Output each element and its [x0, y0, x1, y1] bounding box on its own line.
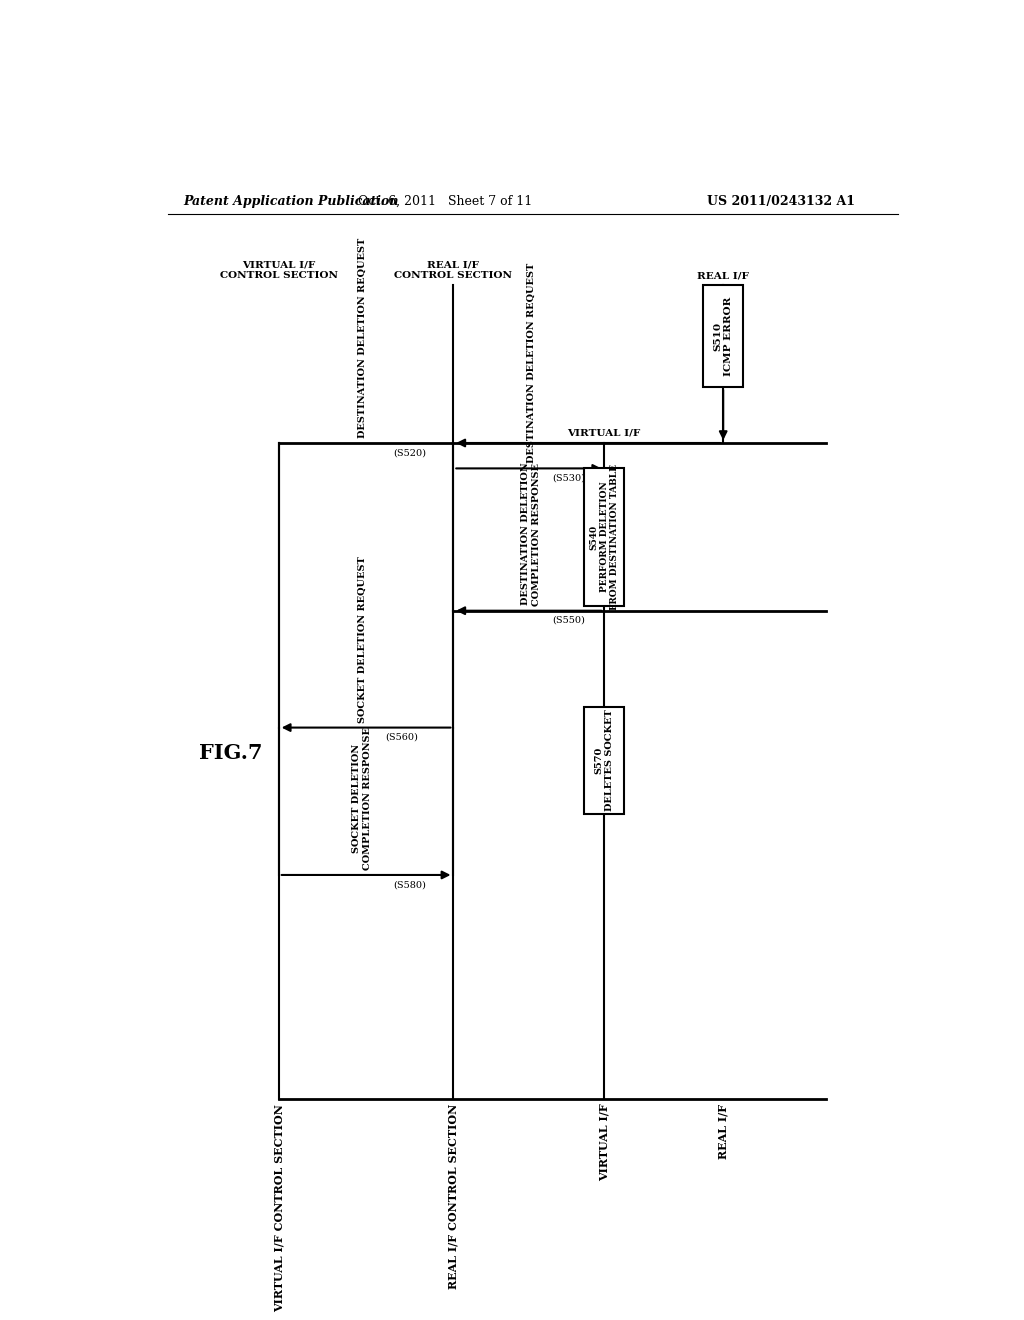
- Text: US 2011/0243132 A1: US 2011/0243132 A1: [708, 194, 855, 207]
- Text: REAL I/F
CONTROL SECTION: REAL I/F CONTROL SECTION: [394, 261, 512, 280]
- Text: REAL I/F: REAL I/F: [697, 272, 750, 280]
- Text: FIG.7: FIG.7: [200, 743, 263, 763]
- Text: VIRTUAL I/F CONTROL SECTION: VIRTUAL I/F CONTROL SECTION: [273, 1104, 285, 1312]
- Text: DESTINATION DELETION REQUEST: DESTINATION DELETION REQUEST: [526, 263, 536, 463]
- Bar: [585, 708, 624, 814]
- Text: REAL I/F CONTROL SECTION: REAL I/F CONTROL SECTION: [447, 1104, 459, 1288]
- Text: S540
PERFORM DELETION
FROM DESTINATION TABLE: S540 PERFORM DELETION FROM DESTINATION T…: [589, 465, 620, 610]
- Text: SOCKET DELETION
COMPLETION RESPONSE: SOCKET DELETION COMPLETION RESPONSE: [352, 727, 372, 870]
- Text: (S580): (S580): [393, 880, 426, 890]
- Text: DESTINATION DELETION REQUEST: DESTINATION DELETION REQUEST: [357, 238, 367, 438]
- Bar: [585, 469, 624, 606]
- Text: Oct. 6, 2011   Sheet 7 of 11: Oct. 6, 2011 Sheet 7 of 11: [358, 194, 532, 207]
- Text: (S530): (S530): [552, 474, 585, 483]
- Text: VIRTUAL I/F: VIRTUAL I/F: [599, 1104, 609, 1181]
- Text: S510
ICMP ERROR: S510 ICMP ERROR: [714, 297, 733, 376]
- Bar: [703, 285, 743, 387]
- Text: SOCKET DELETION REQUEST: SOCKET DELETION REQUEST: [357, 556, 367, 722]
- Text: (S550): (S550): [552, 615, 585, 624]
- Text: VIRTUAL I/F
CONTROL SECTION: VIRTUAL I/F CONTROL SECTION: [220, 261, 338, 280]
- Text: REAL I/F: REAL I/F: [718, 1104, 729, 1159]
- Text: (S520): (S520): [393, 447, 426, 457]
- Text: S570
DELETES SOCKET: S570 DELETES SOCKET: [595, 710, 613, 812]
- Text: (S560): (S560): [385, 733, 418, 742]
- Text: Patent Application Publication: Patent Application Publication: [183, 194, 399, 207]
- Text: DESTINATION DELETION
COMPLETION RESPONSE: DESTINATION DELETION COMPLETION RESPONSE: [521, 462, 541, 606]
- Text: VIRTUAL I/F: VIRTUAL I/F: [567, 429, 641, 438]
